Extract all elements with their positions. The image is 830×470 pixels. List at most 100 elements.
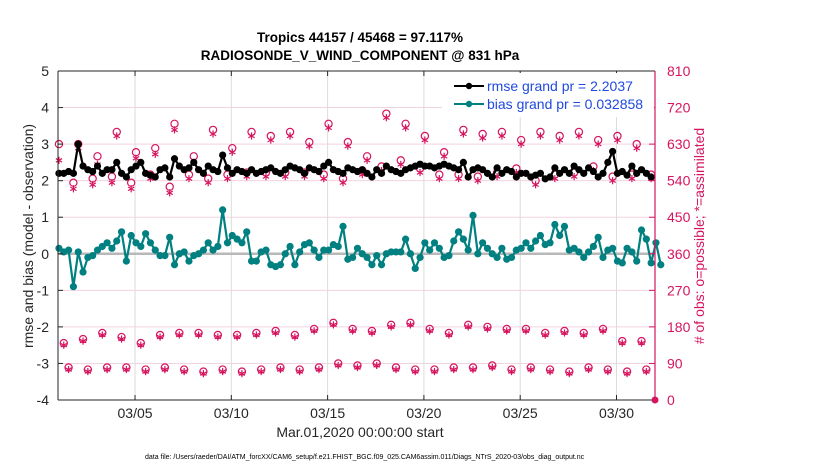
asterisk-stroke	[421, 137, 429, 143]
obs-assimilated-point	[411, 367, 419, 376]
obs-assimilated-point	[464, 323, 472, 331]
obs-assimilated-point	[132, 154, 140, 162]
asterisk-stroke	[310, 328, 318, 334]
obs-assimilated-point	[474, 177, 482, 185]
obs-assimilated-point	[238, 369, 246, 378]
asterisk-stroke	[122, 367, 130, 372]
asterisk-stroke	[354, 365, 361, 370]
obs-assimilated-point	[469, 365, 477, 374]
obs-assimilated-point	[334, 361, 342, 370]
asterisk-stroke	[142, 369, 150, 374]
obs-assimilated-point	[498, 132, 506, 140]
asterisk-stroke	[435, 176, 443, 181]
rmse-point	[300, 169, 309, 177]
rmse-point	[166, 173, 174, 181]
rmse-point	[454, 166, 463, 174]
asterisk-stroke	[614, 137, 621, 143]
obs-assimilated-point	[402, 124, 410, 132]
obs-assimilated-point	[349, 327, 357, 335]
bias-point	[426, 246, 434, 254]
rmse-point	[161, 164, 169, 172]
obs-assimilated-point	[315, 365, 323, 374]
asterisk-stroke	[599, 328, 607, 334]
bias-point	[483, 244, 492, 252]
asterisk-stroke	[459, 131, 467, 137]
obs-assimilated-point	[180, 367, 188, 376]
asterisk-stroke	[291, 334, 299, 340]
asterisk-stroke	[339, 180, 347, 186]
obs-assimilated-point	[185, 175, 193, 183]
y-right-tick-label: 180	[667, 319, 691, 335]
bias-point	[296, 248, 304, 256]
obs-count-layer	[54, 109, 656, 378]
asterisk-stroke	[305, 143, 313, 149]
bias-point	[185, 257, 193, 265]
x-tick-label: 03/05	[118, 405, 153, 421]
asterisk-stroke	[633, 145, 641, 151]
obs-assimilated-point	[166, 189, 174, 197]
rmse-point	[551, 164, 559, 172]
bias-point	[243, 228, 251, 236]
asterisk-stroke	[411, 369, 419, 374]
obs-assimilated-point	[642, 367, 650, 376]
asterisk-stroke	[329, 322, 337, 328]
asterisk-stroke	[257, 369, 265, 374]
bias-point	[421, 239, 429, 247]
asterisk-stroke	[248, 133, 255, 139]
obs-assimilated-point	[522, 327, 530, 335]
x-tick-label: 03/15	[310, 405, 345, 421]
obs-assimilated-point	[623, 369, 631, 378]
asterisk-stroke	[262, 174, 270, 179]
rmse-point	[93, 162, 102, 170]
asterisk-stroke	[565, 371, 573, 376]
bias-point	[276, 261, 285, 269]
legend: rmse grand pr = 2.2037 bias grand pr = 0…	[442, 73, 654, 117]
obs-assimilated-point	[392, 365, 400, 374]
asterisk-stroke	[382, 115, 390, 121]
y-right-tick-label: 450	[667, 209, 691, 225]
obs-assimilated-point	[286, 132, 294, 140]
x-axis-label: Mar.01,2020 00:00:00 start	[276, 424, 443, 440]
rmse-point	[219, 151, 227, 159]
asterisk-stroke	[556, 137, 564, 143]
rmse-point	[315, 167, 323, 176]
rmse-point	[377, 169, 386, 177]
asterisk-stroke	[450, 367, 458, 372]
bias-point	[435, 244, 443, 252]
rmse-point	[546, 173, 554, 181]
rmse-point	[69, 169, 78, 177]
bias-point	[560, 222, 569, 230]
obs-assimilated-point	[175, 331, 183, 339]
bias-point	[633, 257, 641, 265]
obs-assimilated-point	[118, 335, 125, 343]
bias-point	[493, 253, 501, 262]
obs-assimilated-point	[459, 130, 467, 138]
bias-point	[459, 235, 467, 243]
obs-assimilated-point	[638, 339, 645, 347]
bias-point	[599, 253, 607, 262]
y-tick-label: 1	[41, 209, 49, 225]
data-file-footnote: data file: /Users/raeder/DAI/ATM_forcXX/…	[145, 454, 585, 461]
y-right-tick-label: 540	[667, 173, 691, 189]
y-right-tick-label: 90	[667, 355, 683, 371]
rmse-point	[589, 167, 597, 176]
obs-assimilated-point	[450, 365, 458, 374]
rmse-point	[488, 173, 496, 181]
obs-assimilated-point	[219, 367, 227, 376]
rmse-point	[170, 155, 179, 163]
asterisk-stroke	[618, 340, 626, 346]
obs-assimilated-point	[594, 140, 602, 148]
obs-assimilated-point	[228, 148, 236, 156]
bias-point	[642, 235, 650, 243]
obs-assimilated-point	[397, 160, 405, 169]
obs-assimilated-point	[339, 179, 347, 187]
asterisk-stroke	[541, 332, 549, 338]
bias-point	[507, 253, 516, 262]
asterisk-stroke	[551, 176, 559, 181]
asterisk-stroke	[585, 367, 592, 372]
y-tick-labels: -4 -3 -2 -1 0 1 2 3 4 5	[37, 63, 50, 408]
obs-assimilated-point	[527, 365, 535, 374]
bias-point	[353, 244, 362, 252]
asterisk-stroke	[431, 369, 438, 374]
obs-assimilated-point	[561, 329, 568, 337]
